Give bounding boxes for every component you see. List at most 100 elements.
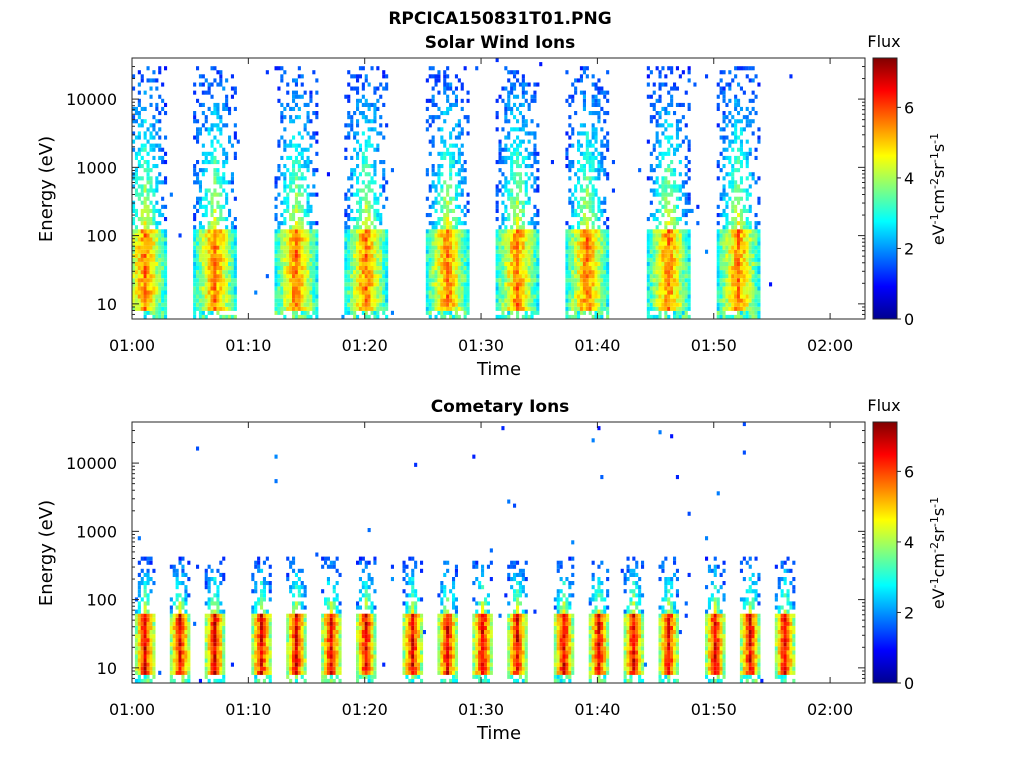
heatmap-cell [460, 143, 464, 148]
heatmap-cell [646, 290, 650, 295]
heatmap-cell [675, 298, 679, 303]
heatmap-cell [507, 286, 511, 291]
heatmap-cell [513, 306, 517, 311]
heatmap-cell [207, 278, 211, 283]
heatmap-cell [452, 102, 456, 107]
heatmap-cell [606, 314, 610, 319]
heatmap-cell [440, 310, 444, 315]
heatmap-cell [373, 115, 377, 120]
heatmap-cell [149, 249, 153, 254]
heatmap-cell [143, 200, 147, 205]
heatmap-cell [606, 302, 610, 307]
heatmap-cell [225, 196, 229, 201]
heatmap-cell [539, 62, 543, 67]
heatmap-cell [132, 266, 136, 271]
heatmap-cell [664, 135, 668, 140]
heatmap-cell [233, 86, 237, 91]
heatmap-cell [577, 213, 581, 218]
heatmap-cell [673, 86, 677, 91]
heatmap-cell [655, 139, 659, 144]
heatmap-cell [687, 192, 691, 197]
heatmap-cell [582, 213, 586, 218]
heatmap-cell [516, 282, 520, 287]
heatmap-cell [283, 106, 287, 111]
heatmap-cell [219, 180, 223, 185]
heatmap-cell [670, 306, 674, 311]
heatmap-cell [292, 310, 296, 315]
heatmap-cell [606, 111, 610, 116]
heatmap-cell [350, 298, 354, 303]
heatmap-cell [213, 298, 217, 303]
heatmap-cell [143, 314, 147, 319]
heatmap-cell [466, 282, 470, 287]
heatmap-cell [277, 286, 281, 291]
heatmap-cell [579, 266, 583, 271]
heatmap-cell [751, 257, 755, 262]
heatmap-cell [734, 286, 738, 291]
heatmap-cell [582, 266, 586, 271]
heatmap-cell [687, 106, 691, 111]
heatmap-cell [504, 257, 508, 262]
heatmap-cell [452, 290, 456, 295]
heatmap-cell [574, 233, 578, 238]
heatmap-cell [504, 147, 508, 152]
heatmap-cell [527, 82, 531, 87]
heatmap-cell [225, 151, 229, 156]
heatmap-cell [673, 257, 677, 262]
heatmap-cell [600, 257, 604, 262]
heatmap-cell [297, 274, 301, 279]
heatmap-cell [230, 306, 234, 311]
heatmap-cell [137, 593, 141, 598]
heatmap-cell [289, 286, 293, 291]
heatmap-cell [379, 249, 383, 254]
heatmap-cell [510, 306, 514, 311]
heatmap-cell [737, 249, 741, 254]
heatmap-cell [460, 245, 464, 250]
heatmap-cell [446, 106, 450, 111]
heatmap-cell [134, 151, 138, 156]
heatmap-cell [513, 217, 517, 222]
heatmap-cell [742, 274, 746, 279]
heatmap-cell [428, 294, 432, 299]
heatmap-cell [513, 282, 517, 287]
heatmap-cell [646, 257, 650, 262]
heatmap-cell [440, 245, 444, 250]
heatmap-cell [646, 241, 650, 246]
heatmap-cell [603, 168, 607, 173]
heatmap-cell [463, 274, 467, 279]
heatmap-cell [565, 261, 569, 266]
heatmap-cell [370, 102, 374, 107]
heatmap-cell [277, 290, 281, 295]
heatmap-cell [358, 245, 362, 250]
heatmap-cell [719, 249, 723, 254]
heatmap-cell [358, 196, 362, 201]
heatmap-cell [716, 221, 720, 226]
heatmap-cell [155, 245, 159, 250]
heatmap-cell [501, 282, 505, 287]
heatmap-cell [603, 111, 607, 116]
heatmap-cell [719, 127, 723, 132]
heatmap-cell [731, 229, 735, 234]
heatmap-cell [443, 119, 447, 124]
heatmap-cell [757, 302, 761, 307]
heatmap-cell [198, 82, 202, 87]
heatmap-cell [358, 241, 362, 246]
heatmap-cell [132, 278, 136, 283]
heatmap-cell [591, 294, 595, 299]
heatmap-cell [574, 229, 578, 234]
heatmap-cell [382, 310, 386, 315]
heatmap-cell [292, 253, 296, 258]
heatmap-cell [356, 314, 360, 319]
heatmap-cell [379, 94, 383, 99]
heatmap-cell [518, 229, 522, 234]
heatmap-cell [521, 253, 525, 258]
heatmap-cell [521, 270, 525, 275]
heatmap-cell [382, 266, 386, 271]
heatmap-cell [152, 257, 156, 262]
heatmap-cell [568, 94, 572, 99]
heatmap-cell [454, 302, 458, 307]
heatmap-cell [364, 257, 368, 262]
heatmap-cell [146, 164, 150, 169]
heatmap-cell [513, 213, 517, 218]
heatmap-cell [361, 164, 365, 169]
